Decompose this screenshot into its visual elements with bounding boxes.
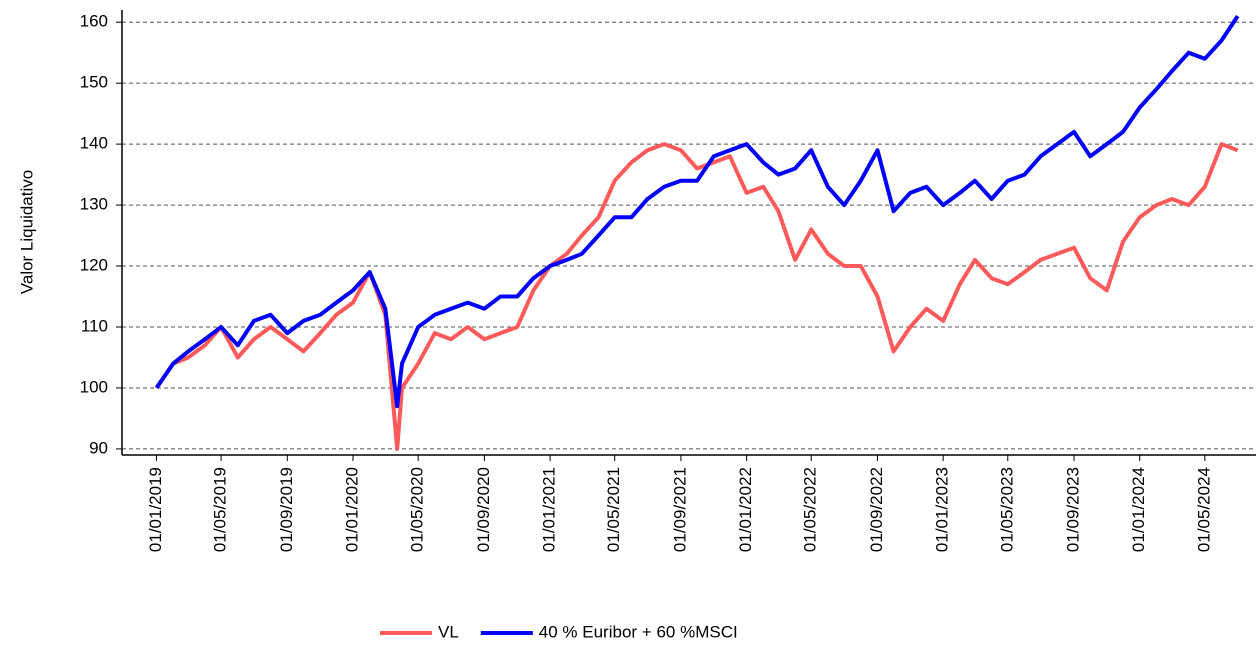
series-line <box>154 14 1240 409</box>
legend-label: VL <box>438 622 459 641</box>
x-tick-label: 01/01/2023 <box>933 467 952 552</box>
x-tick-label: 01/05/2021 <box>604 467 623 552</box>
legend-label: 40 % Euribor + 60 %MSCI <box>539 622 738 641</box>
x-tick-label: 01/01/2024 <box>1129 467 1148 552</box>
x-tick-label: 01/05/2020 <box>408 467 427 552</box>
y-tick-label: 140 <box>80 134 108 153</box>
y-axis-label: Valor Liquidativo <box>17 170 36 294</box>
x-tick-label: 01/01/2021 <box>540 467 559 552</box>
x-tick-label: 01/01/2022 <box>736 467 755 552</box>
x-tick-label: 01/01/2019 <box>146 467 165 552</box>
y-tick-label: 90 <box>89 438 108 457</box>
x-tick-label: 01/05/2022 <box>801 467 820 552</box>
x-tick-label: 01/05/2024 <box>1194 467 1213 552</box>
x-tick-label: 01/01/2020 <box>342 467 361 552</box>
x-tick-label: 01/09/2020 <box>474 467 493 552</box>
y-tick-label: 160 <box>80 12 108 31</box>
y-tick-label: 110 <box>81 316 108 335</box>
y-tick-label: 100 <box>80 377 108 396</box>
x-tick-label: 01/05/2019 <box>211 467 230 552</box>
x-tick-label: 01/09/2023 <box>1063 467 1082 552</box>
x-tick-label: 01/09/2022 <box>867 467 886 552</box>
y-tick-label: 120 <box>80 256 108 275</box>
y-tick-label: 130 <box>80 195 108 214</box>
y-tick-label: 150 <box>80 73 108 92</box>
x-tick-label: 01/09/2019 <box>277 467 296 552</box>
x-tick-label: 01/09/2021 <box>670 467 689 552</box>
series-line <box>154 142 1239 451</box>
x-tick-label: 01/05/2023 <box>997 467 1016 552</box>
